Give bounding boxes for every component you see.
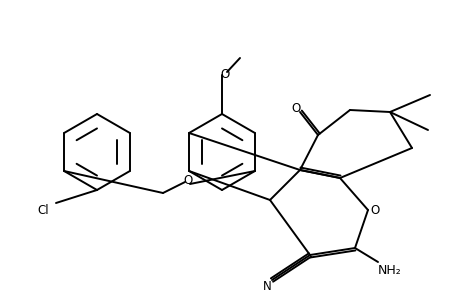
Text: O: O xyxy=(183,175,192,188)
Text: O: O xyxy=(220,68,229,80)
Text: Cl: Cl xyxy=(37,203,49,217)
Text: N: N xyxy=(262,280,271,292)
Text: O: O xyxy=(291,101,300,115)
Text: O: O xyxy=(369,203,379,217)
Text: NH₂: NH₂ xyxy=(377,263,401,277)
